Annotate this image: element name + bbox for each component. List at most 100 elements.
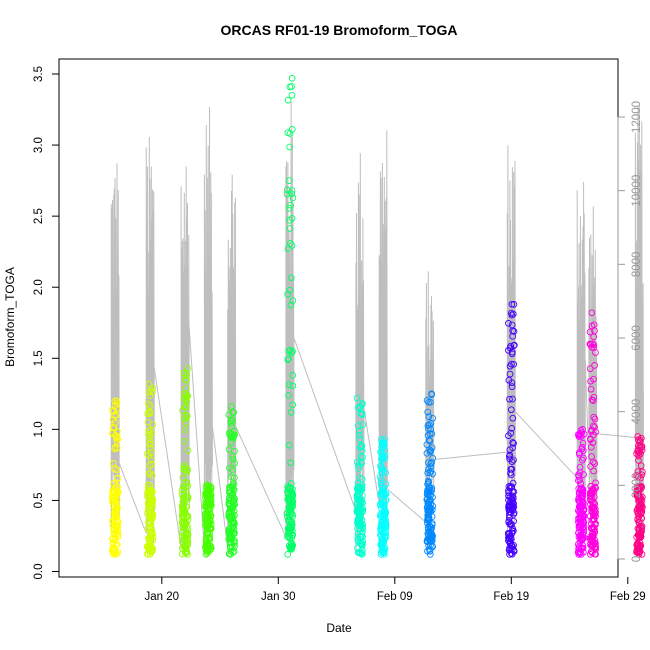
data-point: [358, 546, 366, 554]
data-point: [506, 551, 513, 558]
data-point: [382, 521, 390, 529]
data-point: [590, 422, 597, 430]
altitude-trace-segment: [506, 145, 516, 544]
data-point: [285, 204, 293, 212]
data-point: [426, 448, 434, 456]
data-point: [378, 541, 385, 549]
data-point: [589, 533, 597, 541]
data-point: [205, 522, 212, 530]
data-point: [202, 514, 209, 521]
data-point: [577, 427, 585, 434]
data-point: [505, 319, 512, 327]
data-point: [424, 469, 432, 477]
data-point: [179, 506, 186, 514]
data-point: [204, 541, 211, 549]
data-point: [635, 518, 643, 526]
data-point: [112, 482, 120, 489]
data-point: [180, 463, 188, 471]
data-point: [354, 490, 361, 498]
altitude-transit-line: [293, 337, 357, 512]
data-point: [505, 346, 512, 354]
data-point: [183, 547, 191, 555]
y-right-tick-label: 8000: [631, 252, 643, 278]
data-point: [145, 451, 152, 459]
data-point: [147, 444, 154, 452]
data-point: [638, 493, 646, 501]
data-point: [288, 518, 296, 526]
data-point: [202, 534, 210, 542]
data-point: [638, 551, 646, 558]
data-point: [355, 492, 363, 500]
data-point: [112, 431, 119, 439]
data-point: [429, 543, 436, 551]
data-point: [229, 466, 236, 474]
data-point: [590, 341, 598, 349]
data-point: [357, 453, 365, 460]
data-point: [587, 436, 594, 443]
data-point: [508, 465, 516, 473]
data-point: [588, 532, 596, 540]
data-point: [231, 474, 238, 482]
data-point: [284, 245, 292, 253]
data-point: [114, 483, 121, 491]
data-point: [575, 495, 582, 503]
data-point: [180, 369, 188, 377]
data-point: [226, 502, 234, 510]
data-point: [359, 527, 366, 535]
data-point: [358, 530, 366, 538]
data-point: [113, 523, 120, 531]
altitude-trace-segment: [634, 105, 644, 552]
data-point: [507, 429, 515, 437]
data-point: [226, 526, 233, 534]
data-point: [379, 491, 387, 499]
data-point: [111, 515, 118, 522]
data-point: [179, 474, 187, 482]
data-point: [577, 486, 584, 494]
data-point: [108, 546, 116, 554]
data-point: [289, 401, 297, 409]
data-point: [359, 504, 366, 512]
data-point: [425, 436, 433, 444]
data-point: [506, 455, 513, 463]
data-point: [426, 498, 433, 505]
y-tick-label: 3.5: [33, 66, 45, 82]
data-point: [508, 300, 516, 308]
data-point: [284, 491, 292, 499]
data-point: [377, 462, 385, 469]
data-point: [149, 384, 157, 392]
data-point: [204, 500, 212, 508]
data-point: [184, 525, 191, 533]
data-point: [380, 483, 387, 491]
data-point: [287, 201, 294, 209]
data-point: [509, 395, 516, 403]
data-point: [288, 74, 296, 82]
data-point: [428, 524, 435, 531]
data-point: [505, 517, 513, 525]
data-point: [229, 455, 237, 463]
data-point: [378, 512, 386, 520]
data-point: [183, 480, 191, 487]
data-point: [285, 355, 292, 363]
data-point: [203, 530, 210, 537]
data-point: [287, 301, 295, 309]
data-point: [425, 488, 433, 495]
data-point: [633, 487, 641, 495]
data-point: [637, 482, 645, 490]
data-point: [205, 548, 212, 556]
data-point: [580, 548, 587, 556]
x-axis: Jan 20 Jan 30 Feb 09 Feb 19 Feb 29: [145, 576, 646, 603]
data-point: [231, 459, 238, 467]
data-point: [182, 393, 190, 401]
data-point: [634, 446, 642, 454]
data-point: [505, 511, 513, 519]
data-point: [145, 380, 153, 388]
altitude-trace-segment: [203, 106, 213, 548]
y-tick-label: 2.0: [33, 279, 45, 295]
data-point: [289, 485, 296, 493]
data-point: [587, 463, 594, 470]
data-point: [146, 539, 154, 546]
data-point: [381, 453, 389, 461]
data-point: [427, 398, 434, 406]
data-point: [183, 369, 190, 377]
